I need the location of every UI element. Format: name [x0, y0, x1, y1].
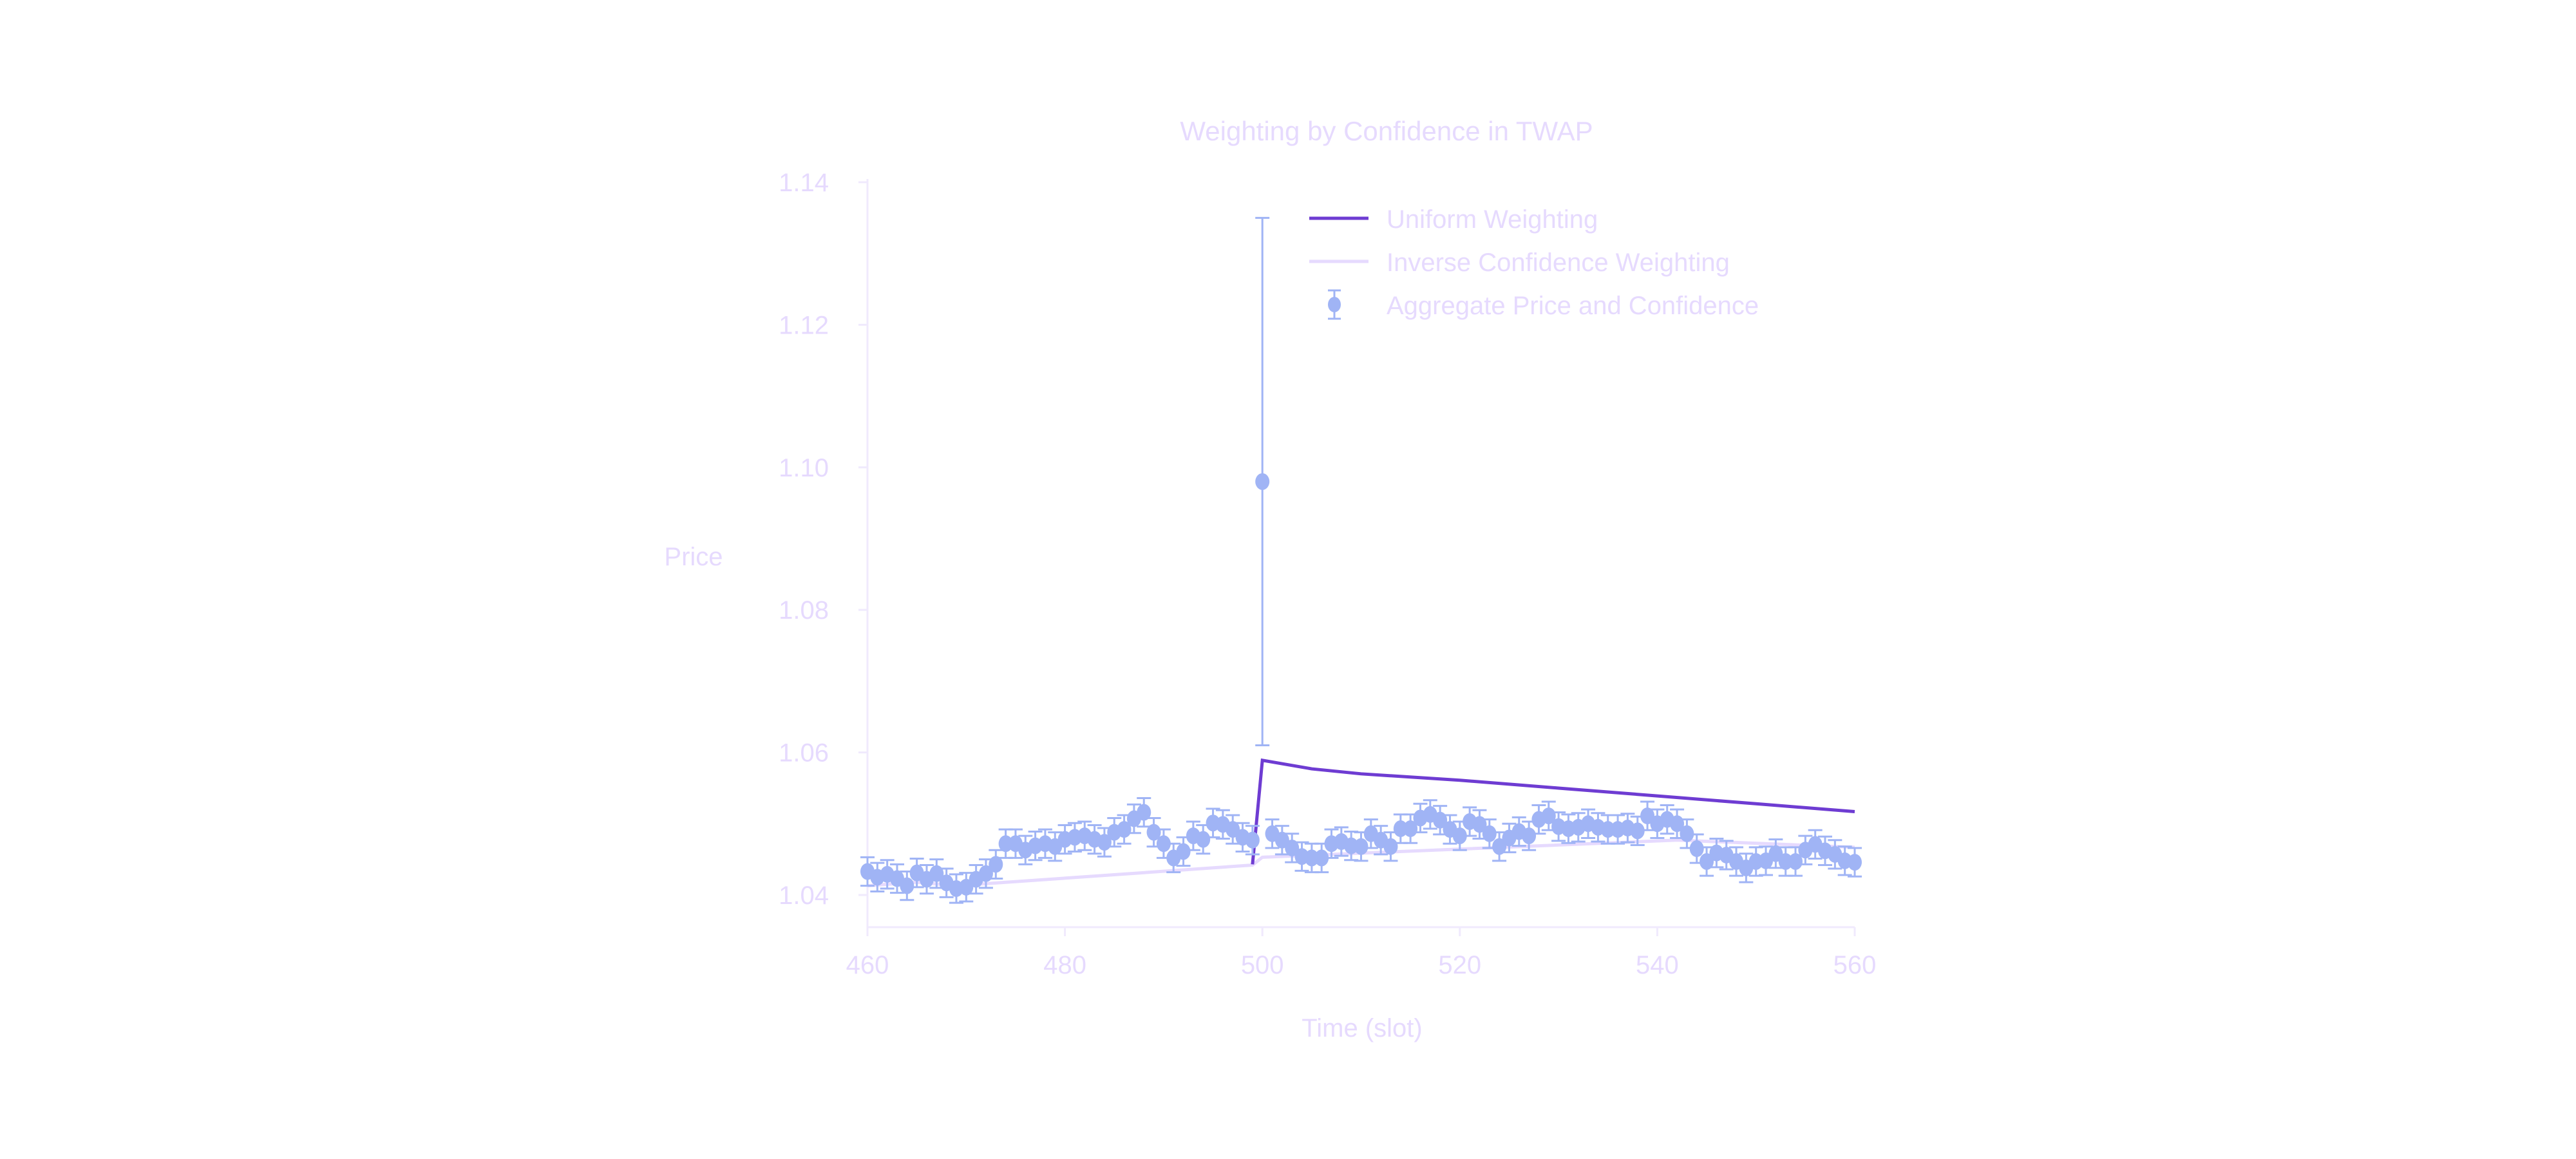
point-marker — [998, 835, 1013, 853]
data-point — [1245, 825, 1260, 856]
chart-title: Weighting by Confidence in TWAP — [1180, 116, 1593, 146]
point-marker — [1492, 838, 1507, 855]
point-marker — [1848, 854, 1862, 871]
data-point — [1285, 833, 1300, 863]
tick-labels: 460 480 500 520 540 560 1.04 1.06 1.08 1.10 1.12 1.… — [779, 169, 1876, 979]
data-point — [1788, 846, 1803, 877]
data-point — [1581, 808, 1596, 839]
point-marker — [1600, 821, 1615, 838]
axes — [858, 179, 1856, 936]
uniform-weighting-line — [1251, 758, 1855, 865]
data-point — [1354, 831, 1368, 862]
point-marker — [1285, 839, 1300, 856]
point-marker — [1689, 840, 1704, 858]
data-point — [1028, 830, 1043, 862]
data-point — [989, 849, 1003, 880]
x-tick-label: 520 — [1438, 951, 1481, 979]
data-point — [1700, 846, 1714, 877]
legend: Uniform Weighting Inverse Confidence Wei… — [1309, 205, 1759, 320]
point-marker — [1788, 853, 1803, 870]
point-marker — [1156, 835, 1171, 853]
y-tick-label: 1.04 — [779, 881, 829, 910]
legend-swatch-points — [1328, 289, 1341, 320]
point-marker — [900, 877, 914, 894]
legend-label-points: Aggregate Price and Confidence — [1387, 292, 1759, 320]
point-marker — [1176, 843, 1191, 860]
point-marker — [1304, 849, 1319, 867]
data-point — [1048, 831, 1063, 862]
point-marker — [1778, 853, 1793, 870]
legend-label-inverse: Inverse Confidence Weighting — [1387, 249, 1730, 277]
data-point — [1255, 216, 1270, 747]
point-marker — [1630, 822, 1645, 840]
data-points — [860, 216, 1862, 904]
data-point — [1522, 820, 1537, 851]
x-tick-label: 500 — [1241, 951, 1284, 979]
data-point — [1393, 813, 1408, 844]
legend-label-uniform: Uniform Weighting — [1387, 205, 1598, 234]
y-tick-label: 1.14 — [779, 169, 829, 197]
x-axis-label: Time (slot) — [1302, 1014, 1422, 1042]
x-tick-label: 460 — [846, 951, 889, 979]
point-marker — [1255, 473, 1270, 490]
point-marker — [989, 856, 1003, 873]
x-tick-label: 540 — [1636, 951, 1679, 979]
y-axis-label: Price — [664, 543, 723, 571]
point-marker — [1137, 804, 1151, 821]
x-tick-label: 560 — [1833, 951, 1877, 979]
point-marker — [1680, 825, 1694, 842]
y-tick-label: 1.10 — [779, 454, 829, 482]
data-point — [1196, 824, 1211, 855]
point-marker — [1393, 820, 1408, 838]
point-marker — [1245, 831, 1260, 849]
y-tick-label: 1.12 — [779, 311, 829, 339]
point-marker — [1354, 838, 1368, 855]
point-marker — [1482, 825, 1497, 842]
x-tick-label: 480 — [1043, 951, 1086, 979]
point-marker — [1146, 824, 1161, 841]
point-marker — [1522, 827, 1537, 845]
point-marker — [1452, 827, 1467, 845]
point-marker — [1196, 831, 1211, 848]
y-tick-label: 1.06 — [779, 739, 829, 768]
point-marker — [1700, 853, 1714, 870]
data-point — [1176, 836, 1191, 867]
point-marker — [1314, 849, 1329, 867]
y-tick-label: 1.08 — [779, 596, 829, 625]
data-point — [1452, 820, 1467, 851]
point-marker — [1383, 838, 1398, 855]
data-point — [1166, 842, 1181, 874]
data-point — [1848, 847, 1862, 878]
